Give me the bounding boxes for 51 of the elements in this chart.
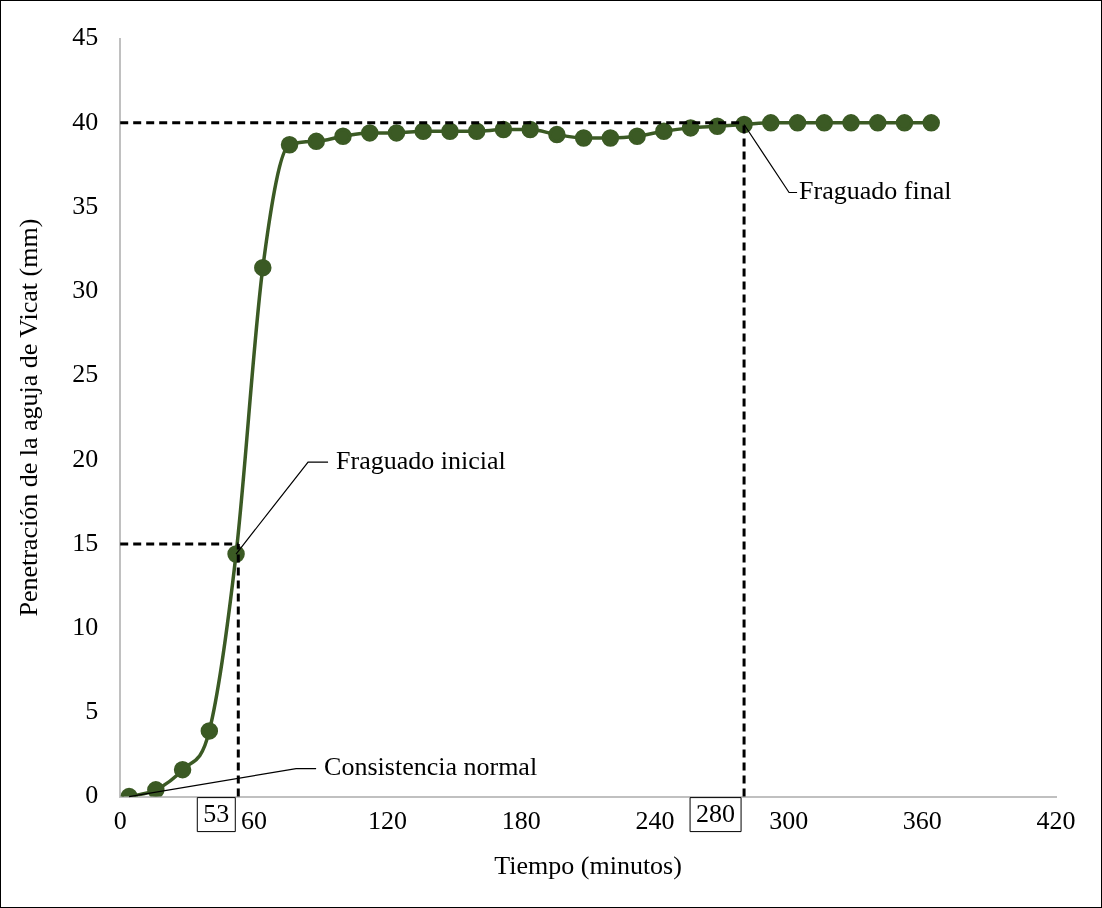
point (628, 127, 646, 146)
point (494, 120, 513, 139)
point (548, 125, 566, 144)
ref-line-label: 53 (203, 799, 230, 829)
x-tick-label: 420 (1036, 806, 1076, 836)
y-tick-label: 10 (72, 611, 99, 641)
point (601, 129, 620, 147)
x-axis-title: Tiempo (minutos) (494, 851, 682, 881)
point (521, 120, 539, 139)
y-tick-label: 0 (85, 780, 99, 810)
point (681, 119, 700, 137)
point (280, 135, 299, 154)
point (334, 127, 352, 146)
x-tick-label: 120 (368, 806, 408, 836)
point (200, 722, 219, 740)
point (387, 124, 406, 142)
y-tick-label: 25 (72, 359, 99, 389)
x-tick-label: 360 (902, 806, 942, 836)
x-tick-label: 60 (240, 806, 267, 836)
point (361, 124, 379, 142)
y-tick-label: 35 (72, 190, 99, 220)
point (922, 114, 940, 132)
x-tick-label: 300 (769, 806, 809, 836)
annotation: Consistencia normal (324, 752, 538, 782)
y-tick-label: 5 (85, 696, 99, 726)
point (574, 129, 593, 147)
point (895, 114, 914, 132)
x-tick-label: 180 (501, 806, 541, 836)
point (173, 760, 192, 779)
point (441, 122, 459, 140)
point (869, 114, 887, 132)
point (655, 122, 673, 140)
point (788, 114, 807, 132)
point (842, 114, 860, 132)
y-axis-title: Penetración de la aguja de Vicat (mm) (14, 218, 44, 617)
point (254, 258, 272, 277)
x-tick-label: 0 (113, 806, 127, 836)
point (414, 122, 432, 140)
annotation: Fraguado final (799, 176, 952, 206)
point (307, 132, 326, 151)
point (762, 114, 780, 132)
ref-line-label: 280 (696, 799, 736, 829)
y-tick-label: 45 (72, 22, 99, 52)
y-tick-label: 20 (72, 443, 99, 473)
point (815, 114, 834, 132)
annotation: Fraguado inicial (336, 445, 506, 475)
y-tick-label: 15 (72, 527, 99, 557)
x-tick-label: 240 (635, 806, 675, 836)
point (467, 122, 486, 140)
y-tick-label: 40 (72, 106, 99, 136)
y-tick-label: 30 (72, 275, 99, 305)
